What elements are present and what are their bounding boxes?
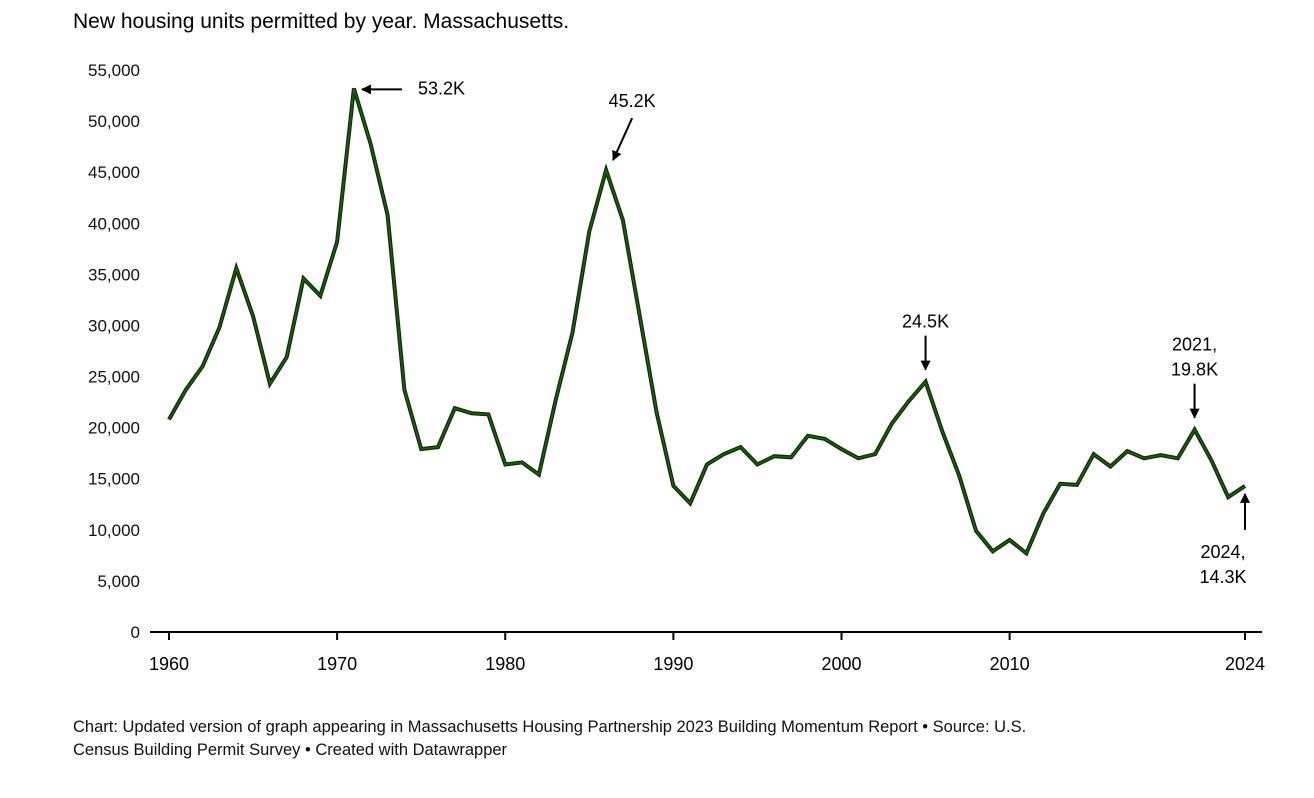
x-tick-label: 2010 xyxy=(990,654,1030,674)
y-tick-label: 20,000 xyxy=(88,419,140,438)
y-tick-label: 25,000 xyxy=(88,368,140,387)
x-tick-label: 1990 xyxy=(653,654,693,674)
y-tick-label: 10,000 xyxy=(88,521,140,540)
annotation-label: 53.2K xyxy=(418,78,465,98)
annotations: 53.2K 45.2K 24.5K 2021, 19.8K 2024, 14.3K xyxy=(360,78,1250,587)
chart-title: New housing units permitted by year. Mas… xyxy=(73,10,570,33)
y-tick-label: 45,000 xyxy=(88,163,140,182)
annotation-label: 2021, xyxy=(1172,335,1217,355)
annotation-label: 24.5K xyxy=(902,312,949,332)
y-axis: 0 5,000 10,000 15,000 20,000 25,000 30,000 35,0… xyxy=(88,61,140,642)
x-tick-label: 2024 xyxy=(1225,654,1265,674)
footer-source-line-2: Census Building Permit Survey • Created … xyxy=(73,741,508,759)
y-tick-label: 15,000 xyxy=(88,470,140,489)
y-tick-label: 50,000 xyxy=(88,112,140,131)
chart-footer: Chart: Updated version of graph appearin… xyxy=(73,716,1253,762)
x-axis: 1960 1970 1980 1990 2000 2010 2024 xyxy=(149,631,1265,674)
annotation-label: 19.8K xyxy=(1171,360,1218,380)
series-line xyxy=(168,88,1246,555)
annotation-label: 45.2K xyxy=(609,91,656,111)
footer-source-line-1: Chart: Updated version of graph appearin… xyxy=(73,718,1027,736)
series-line-outline xyxy=(167,87,1247,557)
y-tick-label: 40,000 xyxy=(88,214,140,233)
y-tick-label: 0 xyxy=(131,623,140,642)
annotation-label: 14.3K xyxy=(1199,567,1246,587)
y-tick-label: 55,000 xyxy=(88,61,140,80)
x-tick-label: 1960 xyxy=(149,654,189,674)
y-tick-label: 5,000 xyxy=(97,572,140,591)
y-tick-label: 30,000 xyxy=(88,316,140,335)
series-line-group xyxy=(167,87,1247,557)
line-chart: 0 5,000 10,000 15,000 20,000 25,000 30,000 35,0… xyxy=(88,61,1265,674)
x-tick-label: 1980 xyxy=(485,654,525,674)
x-tick-label: 1970 xyxy=(317,654,357,674)
annotation-label: 2024, xyxy=(1200,542,1245,562)
y-tick-label: 35,000 xyxy=(88,265,140,284)
x-tick-label: 2000 xyxy=(821,654,861,674)
annotation-arrow xyxy=(612,117,634,162)
